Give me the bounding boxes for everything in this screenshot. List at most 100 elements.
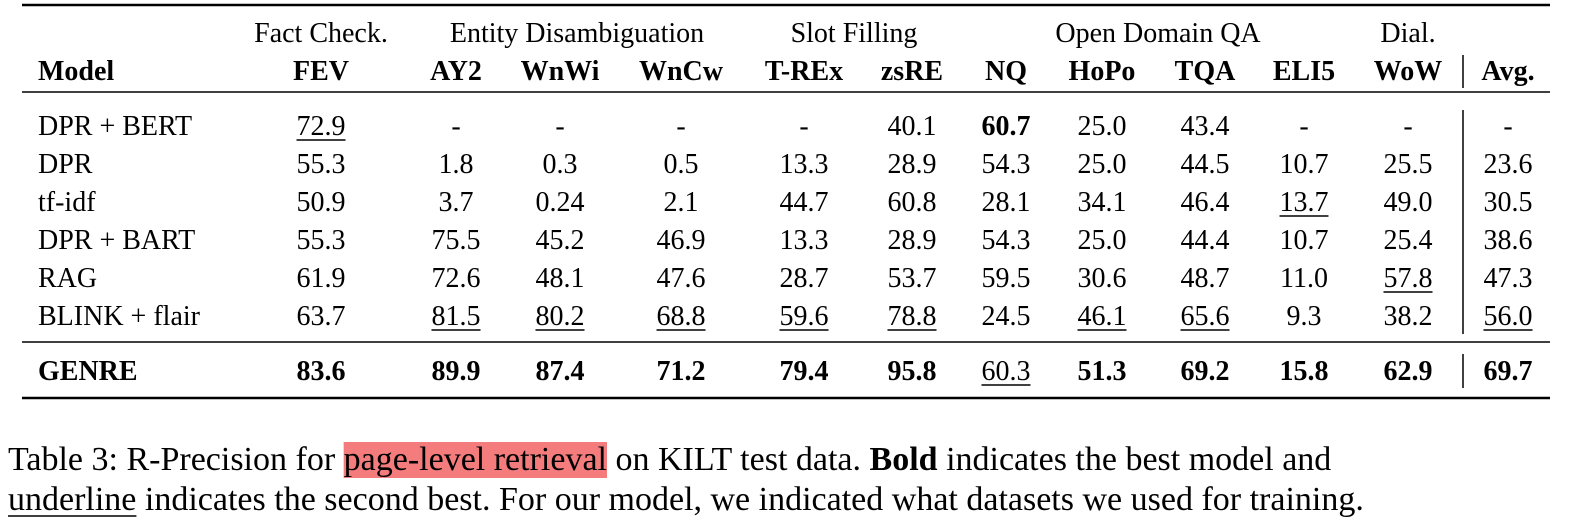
cell-value: - bbox=[451, 111, 460, 142]
cell-value: 48.7 bbox=[1181, 263, 1230, 294]
cell-value: 54.3 bbox=[982, 225, 1031, 256]
cell-value: 44.4 bbox=[1181, 225, 1230, 256]
cell-value: 50.9 bbox=[297, 187, 346, 218]
cell-value: 60.8 bbox=[888, 187, 937, 218]
cell-value: 44.7 bbox=[780, 187, 829, 218]
cell-value: 83.6 bbox=[297, 356, 346, 387]
group-header: Open Domain QA bbox=[1055, 18, 1261, 49]
cell-value: 25.0 bbox=[1078, 111, 1127, 142]
cell-value: 48.1 bbox=[536, 263, 585, 294]
cell-value: 46.4 bbox=[1181, 187, 1230, 218]
model-name: BLINK + flair bbox=[38, 301, 201, 332]
cell-value: 45.2 bbox=[536, 225, 585, 256]
caption-text: on KILT test data. bbox=[607, 441, 870, 478]
cell-value: 95.8 bbox=[888, 356, 937, 387]
cell-value: 63.7 bbox=[297, 301, 346, 332]
cell-value: 30.5 bbox=[1484, 187, 1533, 218]
column-header: AY2 bbox=[430, 56, 482, 87]
column-header: FEV bbox=[293, 56, 349, 87]
model-name: DPR + BART bbox=[38, 225, 195, 256]
column-header: WoW bbox=[1374, 56, 1442, 87]
cell-value: 81.5 bbox=[432, 301, 481, 332]
cell-value: 69.7 bbox=[1484, 356, 1533, 387]
cell-value: 25.0 bbox=[1078, 225, 1127, 256]
group-header: Dial. bbox=[1380, 18, 1435, 49]
cell-value: 28.1 bbox=[982, 187, 1031, 218]
cell-value: 38.2 bbox=[1384, 301, 1433, 332]
caption-text: Bold bbox=[870, 441, 938, 478]
cell-value: 2.1 bbox=[664, 187, 699, 218]
model-name: RAG bbox=[38, 263, 97, 294]
cell-value: 71.2 bbox=[657, 356, 706, 387]
cell-value: 47.6 bbox=[657, 263, 706, 294]
cell-value: 49.0 bbox=[1384, 187, 1433, 218]
model-name: GENRE bbox=[38, 356, 138, 387]
column-header: WnWi bbox=[521, 56, 600, 87]
cell-value: 43.4 bbox=[1181, 111, 1230, 142]
column-header: Model bbox=[38, 56, 114, 87]
cell-value: - bbox=[555, 111, 564, 142]
column-header: Avg. bbox=[1481, 56, 1534, 87]
cell-value: 11.0 bbox=[1280, 263, 1328, 294]
group-header: Fact Check. bbox=[254, 18, 388, 49]
cell-value: 25.5 bbox=[1384, 149, 1433, 180]
cell-value: 75.5 bbox=[432, 225, 481, 256]
cell-value: 79.4 bbox=[780, 356, 829, 387]
column-header: NQ bbox=[985, 56, 1027, 87]
cell-value: 87.4 bbox=[536, 356, 585, 387]
cell-value: - bbox=[799, 111, 808, 142]
cell-value: 46.1 bbox=[1078, 301, 1127, 332]
caption-text: indicates the second best. For our model… bbox=[136, 481, 1363, 518]
cell-value: 28.9 bbox=[888, 225, 937, 256]
cell-value: 47.3 bbox=[1484, 263, 1533, 294]
cell-value: 0.3 bbox=[543, 149, 578, 180]
cell-value: 28.7 bbox=[780, 263, 829, 294]
cell-value: 55.3 bbox=[297, 225, 346, 256]
cell-value: 9.3 bbox=[1287, 301, 1322, 332]
highlight bbox=[343, 442, 607, 478]
cell-value: 65.6 bbox=[1181, 301, 1230, 332]
cell-value: 72.9 bbox=[297, 111, 346, 142]
cell-value: 28.9 bbox=[888, 149, 937, 180]
column-header: ELI5 bbox=[1273, 56, 1335, 87]
cell-value: 68.8 bbox=[657, 301, 706, 332]
cell-value: 38.6 bbox=[1484, 225, 1533, 256]
cell-value: 15.8 bbox=[1280, 356, 1329, 387]
cell-value: 1.8 bbox=[439, 149, 474, 180]
cell-value: 69.2 bbox=[1181, 356, 1230, 387]
cell-value: - bbox=[1299, 111, 1308, 142]
cell-value: 57.8 bbox=[1384, 263, 1433, 294]
cell-value: 25.0 bbox=[1078, 149, 1127, 180]
cell-value: 53.7 bbox=[888, 263, 937, 294]
cell-value: 55.3 bbox=[297, 149, 346, 180]
cell-value: 23.6 bbox=[1484, 149, 1533, 180]
cell-value: 61.9 bbox=[297, 263, 346, 294]
cell-value: 78.8 bbox=[888, 301, 937, 332]
cell-value: 10.7 bbox=[1280, 225, 1329, 256]
caption-text: indicates the best model and bbox=[938, 441, 1332, 478]
cell-value: 13.3 bbox=[780, 149, 829, 180]
column-header: HoPo bbox=[1069, 56, 1136, 87]
caption-text: underline bbox=[8, 481, 136, 518]
cell-value: 44.5 bbox=[1181, 149, 1230, 180]
group-header: Slot Filling bbox=[791, 18, 918, 49]
column-header: T-REx bbox=[765, 56, 843, 87]
cell-value: 0.5 bbox=[664, 149, 699, 180]
cell-value: 46.9 bbox=[657, 225, 706, 256]
caption-text: page-level retrieval bbox=[344, 441, 607, 478]
cell-value: 13.7 bbox=[1280, 187, 1329, 218]
model-name: tf-idf bbox=[38, 187, 96, 218]
cell-value: 89.9 bbox=[432, 356, 481, 387]
column-header: WnCw bbox=[639, 56, 724, 87]
cell-value: 62.9 bbox=[1384, 356, 1433, 387]
cell-value: 60.7 bbox=[982, 111, 1031, 142]
cell-value: 3.7 bbox=[439, 187, 474, 218]
cell-value: 30.6 bbox=[1078, 263, 1127, 294]
cell-value: 34.1 bbox=[1078, 187, 1127, 218]
cell-value: - bbox=[1503, 111, 1512, 142]
column-header: TQA bbox=[1175, 56, 1236, 87]
cell-value: 80.2 bbox=[536, 301, 585, 332]
cell-value: 51.3 bbox=[1078, 356, 1127, 387]
cell-value: 60.3 bbox=[982, 356, 1031, 387]
